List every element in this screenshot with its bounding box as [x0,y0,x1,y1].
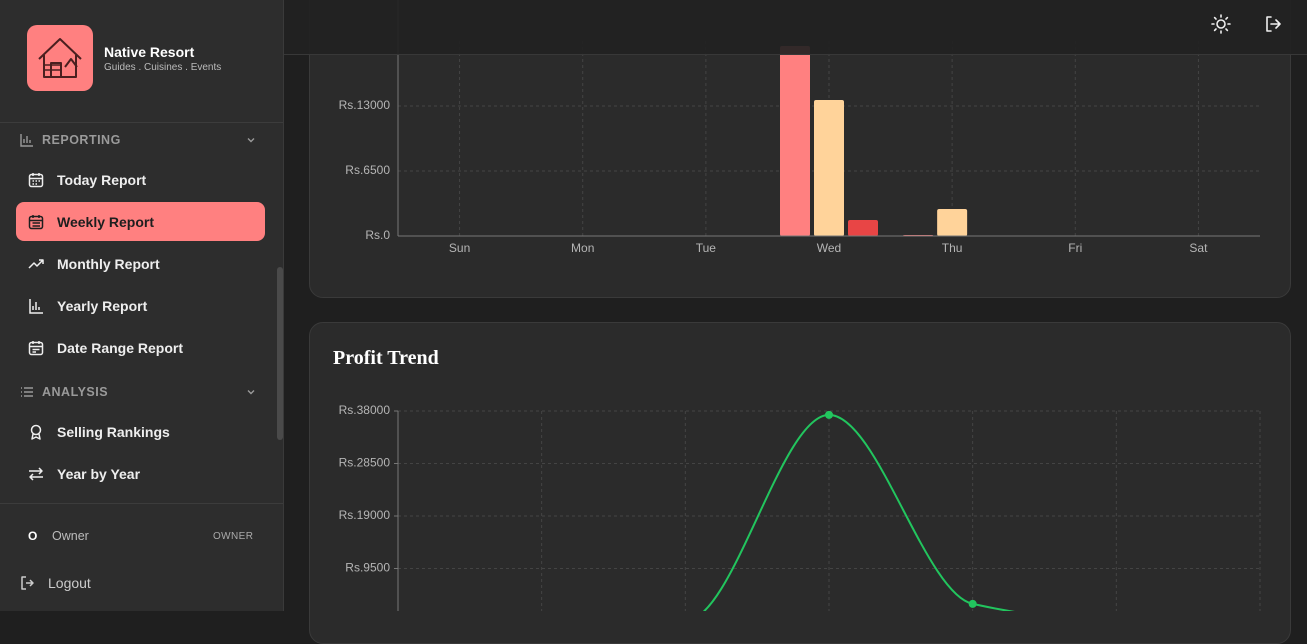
y-tick-label: Rs.19000 [339,508,391,522]
user-role: OWNER [213,531,254,542]
theme-toggle[interactable] [1211,14,1231,34]
section-title: ANALYSIS [42,385,109,399]
brand-tagline: Guides . Cuisines . Events [104,62,222,73]
bar [937,209,968,236]
line-chart-card [309,322,1291,644]
nav-label: Year by Year [57,465,141,482]
logout-label: Logout [48,575,91,591]
data-point [968,599,977,608]
section-header[interactable]: REPORTING [20,133,256,147]
x-tick-label: Fri [1068,241,1082,255]
top-bar [284,0,1307,55]
nav-item[interactable]: Today Report [16,160,265,199]
brand-name: Native Resort [104,44,195,60]
bar [814,100,844,236]
x-tick-label: Mon [571,241,594,255]
logout-link[interactable]: Logout [20,575,91,591]
section-header[interactable]: ANALYSIS [20,385,256,399]
divider [0,503,283,504]
nav-label: Today Report [57,171,147,188]
y-tick-label: Rs.6500 [345,163,390,177]
section-title: REPORTING [42,133,121,147]
user-avatar: O [28,529,38,543]
bar-chart: Rs.0 Rs.6500 Rs.13000 Sun Mon Tue Wed Thu Fri Sat [339,0,1260,255]
user-name: Owner [52,529,89,543]
y-tick-label: Rs.13000 [339,98,391,112]
nav-item[interactable]: Selling Rankings [16,412,265,451]
charts: Rs.0 Rs.6500 Rs.13000 Sun Mon Tue Wed Thu Fri Sat… [339,0,1261,611]
chart-title: Profit Trend [333,347,439,369]
y-tick-label: Rs.9500 [345,561,390,575]
nav-item[interactable]: Monthly Report [16,244,265,283]
nav-item[interactable]: Year by Year [16,454,265,493]
nav-item[interactable]: Yearly Report [16,286,265,325]
nav-label: Date Range Report [57,339,184,356]
nav-item-active[interactable]: Weekly Report [16,202,265,241]
scrollbar[interactable] [277,267,283,440]
x-tick-label: Thu [942,241,963,255]
logout-button[interactable] [1263,14,1283,34]
x-tick-label: Sat [1189,241,1208,255]
x-tick-label: Tue [696,241,717,255]
nav-label: Yearly Report [57,297,148,314]
y-tick-label: Rs.38000 [339,403,391,417]
bar [780,46,810,236]
x-tick-label: Sun [449,241,470,255]
brand-logo [27,25,93,91]
x-tick-label: Wed [817,241,841,255]
nav-label: Monthly Report [57,255,160,272]
sidebar: Native Resort Guides . Cuisines . Events… [0,0,284,611]
y-tick-label: Rs.28500 [339,456,391,470]
line-chart: Rs.9500Rs.19000Rs.28500Rs.38000SunMonTue… [339,403,1261,611]
data-point [825,410,833,419]
nav-label: Selling Rankings [57,423,170,440]
bar [848,220,878,236]
nav-item[interactable]: Date Range Report [16,328,265,367]
y-tick-label: Rs.0 [365,228,390,242]
nav-label: Weekly Report [57,213,154,230]
divider [0,122,283,123]
